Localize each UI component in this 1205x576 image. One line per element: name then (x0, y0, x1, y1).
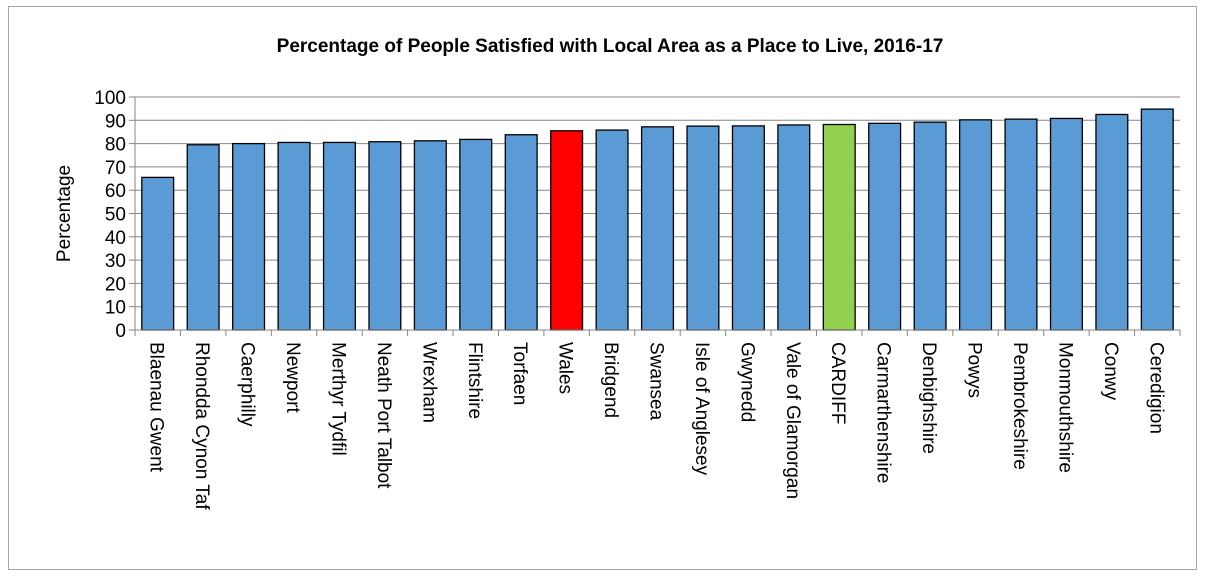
bar-neath-port-talbot (368, 141, 402, 331)
bar-cardiff (822, 123, 856, 331)
bar-wales (550, 130, 584, 331)
x-tick-label: Wales (555, 342, 576, 394)
x-tick-label: Isle of Anglesey (691, 342, 712, 476)
x-tick-label: Swansea (646, 342, 667, 421)
y-tick-label: 50 (105, 205, 126, 226)
bar-carmarthenshire (868, 122, 902, 331)
bar-pembrokeshire (1004, 118, 1038, 331)
y-tick-label: 90 (105, 111, 126, 132)
bar-ceredigion (1140, 108, 1174, 331)
bar-monmouthshire (1049, 117, 1083, 331)
x-tick-label: Caerphilly (237, 342, 258, 427)
bar-bridgend (595, 129, 629, 331)
bar-vale-of-glamorgan (777, 124, 811, 331)
bar-isle-of-anglesey (686, 125, 720, 331)
y-tick-label: 30 (105, 251, 126, 272)
x-tick-label: Newport (282, 342, 303, 413)
x-tick-label: Carmarthenshire (873, 342, 894, 484)
bar-rhondda-cynon-taf (186, 144, 220, 331)
x-tick-label: Vale of Glamorgan (782, 342, 803, 499)
y-tick-label: 70 (105, 158, 126, 179)
bar-powys (958, 119, 993, 331)
bar-newport (277, 141, 311, 331)
bar-merthyr-tydfil (322, 141, 357, 331)
x-tick-labels: Blaenau Gwent Rhondda Cynon Taf Caerphilly… (146, 342, 1167, 510)
x-tick-label: Torfaen (509, 342, 530, 405)
x-tick-label: Wrexham (418, 342, 439, 423)
axes (134, 97, 1180, 331)
y-tick-label: 20 (105, 274, 126, 295)
x-tick-label: Monmouthshire (1054, 342, 1075, 473)
x-tick-label: Neath Port Talbot (373, 342, 394, 489)
x-tick-label: Blaenau Gwent (146, 342, 167, 473)
x-tick-label: CARDIFF (827, 342, 848, 424)
y-axis-label: Percentage (54, 165, 75, 262)
y-tick-label: 10 (105, 298, 126, 319)
y-tick-label: 0 (115, 321, 126, 342)
bar-gwynedd (731, 125, 765, 331)
bar-caerphilly (232, 142, 266, 331)
bar-denbighshire (913, 121, 947, 331)
y-tick-label: 80 (105, 135, 126, 156)
y-tick-label: 60 (105, 181, 126, 202)
x-tick-label: Bridgend (600, 342, 621, 418)
bars (141, 108, 1174, 331)
x-tick-label: Gwynedd (736, 342, 757, 422)
x-tick-label: Pembrokeshire (1009, 342, 1030, 470)
y-tick-label: 100 (94, 88, 126, 109)
bar-wrexham (413, 140, 447, 331)
chart-title: Percentage of People Satisfied with Loca… (276, 36, 944, 57)
x-tick-label: Conwy (1100, 342, 1121, 401)
x-tick-label: Denbighshire (918, 342, 939, 454)
bar-flintshire (459, 138, 493, 331)
x-tick-label: Ceredigion (1145, 342, 1166, 434)
bar-swansea (640, 126, 675, 331)
bar-conwy (1095, 113, 1129, 331)
x-tick-label: Rhondda Cynon Taf (191, 342, 212, 510)
x-tick-label: Merthyr Tydfil (327, 342, 348, 456)
bar-torfaen (504, 134, 538, 331)
x-tick-label: Flintshire (464, 342, 485, 419)
bar-blaenau-gwent (141, 176, 175, 331)
y-tick-label: 40 (105, 228, 126, 249)
x-tick-label: Powys (964, 342, 985, 398)
